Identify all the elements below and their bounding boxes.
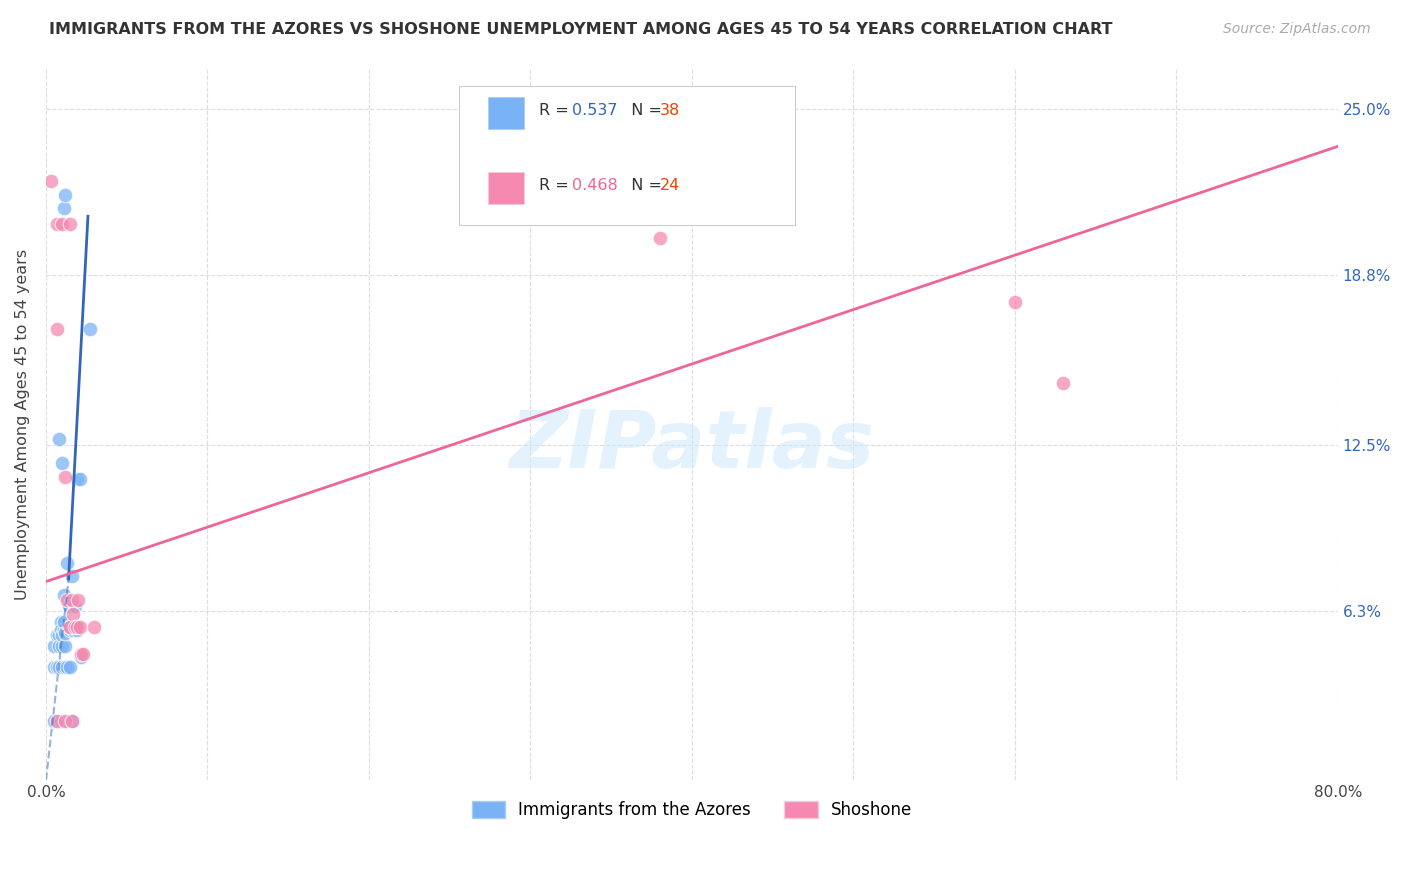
Point	[46, 628, 69, 642]
Point	[52, 201, 75, 215]
Point	[72, 647, 94, 661]
Text: Source: ZipAtlas.com: Source: ZipAtlas.com	[1223, 22, 1371, 37]
Point	[52, 615, 75, 629]
Point	[53, 470, 76, 484]
FancyBboxPatch shape	[488, 97, 524, 129]
Point	[58, 599, 80, 613]
Text: 24: 24	[659, 178, 681, 193]
Point	[1052, 376, 1074, 390]
Text: 0.537: 0.537	[572, 103, 617, 119]
Point	[63, 599, 86, 613]
Point	[56, 556, 79, 570]
Point	[51, 456, 73, 470]
Point	[52, 588, 75, 602]
Point	[51, 660, 73, 674]
Point	[70, 647, 93, 661]
FancyBboxPatch shape	[488, 172, 524, 203]
Point	[62, 623, 84, 637]
Legend: Immigrants from the Azores, Shoshone: Immigrants from the Azores, Shoshone	[465, 794, 920, 825]
Text: R =: R =	[540, 178, 574, 193]
Point	[60, 569, 83, 583]
Point	[51, 639, 73, 653]
Text: N =: N =	[621, 103, 666, 119]
Point	[53, 714, 76, 729]
Point	[46, 217, 69, 231]
Point	[39, 174, 62, 188]
Point	[60, 714, 83, 729]
Point	[62, 714, 84, 729]
Point	[1004, 295, 1026, 310]
Point	[51, 628, 73, 642]
FancyBboxPatch shape	[460, 87, 796, 225]
Text: 38: 38	[659, 103, 681, 119]
Point	[53, 625, 76, 640]
Y-axis label: Unemployment Among Ages 45 to 54 years: Unemployment Among Ages 45 to 54 years	[15, 249, 30, 600]
Point	[59, 620, 82, 634]
Point	[42, 639, 65, 653]
Point	[83, 620, 105, 634]
Point	[60, 593, 83, 607]
Point	[69, 620, 91, 634]
Point	[59, 623, 82, 637]
Point	[48, 660, 70, 674]
Point	[49, 615, 72, 629]
Point	[53, 187, 76, 202]
Point	[59, 660, 82, 674]
Point	[46, 714, 69, 729]
Point	[49, 714, 72, 729]
Point	[56, 660, 79, 674]
Point	[70, 649, 93, 664]
Point	[52, 623, 75, 637]
Point	[56, 593, 79, 607]
Point	[48, 628, 70, 642]
Point	[46, 660, 69, 674]
Point	[53, 639, 76, 653]
Point	[46, 322, 69, 336]
Point	[79, 322, 101, 336]
Text: IMMIGRANTS FROM THE AZORES VS SHOSHONE UNEMPLOYMENT AMONG AGES 45 TO 54 YEARS CO: IMMIGRANTS FROM THE AZORES VS SHOSHONE U…	[49, 22, 1112, 37]
Point	[59, 217, 82, 231]
Point	[42, 660, 65, 674]
Text: N =: N =	[621, 178, 666, 193]
Point	[51, 217, 73, 231]
Point	[62, 607, 84, 621]
Point	[53, 660, 76, 674]
Point	[648, 231, 671, 245]
Point	[66, 473, 89, 487]
Point	[63, 620, 86, 634]
Text: R =: R =	[540, 103, 574, 119]
Point	[66, 623, 89, 637]
Point	[66, 620, 89, 634]
Point	[48, 639, 70, 653]
Text: 0.468: 0.468	[572, 178, 617, 193]
Point	[42, 714, 65, 729]
Point	[69, 473, 91, 487]
Text: ZIPatlas: ZIPatlas	[509, 407, 875, 484]
Point	[67, 593, 90, 607]
Point	[48, 432, 70, 446]
Point	[49, 623, 72, 637]
Point	[58, 620, 80, 634]
